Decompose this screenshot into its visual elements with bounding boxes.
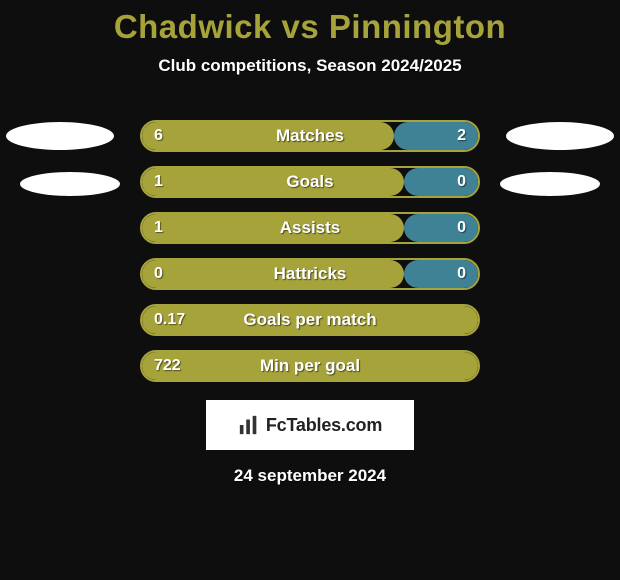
stat-row: 6 2 Matches [140,120,480,152]
bar-fill-left [142,214,404,242]
stat-label: Matches [276,126,344,146]
stat-value-left: 0 [154,265,163,283]
bar-chart-icon [238,414,260,436]
stat-label: Goals [286,172,333,192]
stat-value-right: 0 [457,219,466,237]
decoration-ellipse-right-2 [500,172,600,196]
stat-bars: 6 2 Matches 1 0 Goals 1 0 Assists 0 0 Hattricks 0.17… [140,120,480,382]
decoration-ellipse-left-2 [20,172,120,196]
infographic-container: Chadwick vs Pinnington Club competitions… [0,0,620,486]
stat-row: 1 0 Goals [140,166,480,198]
stat-value-left: 6 [154,127,163,145]
decoration-ellipse-right-1 [506,122,614,150]
stat-label: Min per goal [260,356,360,376]
stat-value-right: 0 [457,173,466,191]
bar-fill-right [404,260,478,288]
stat-value-left: 1 [154,219,163,237]
bar-fill-left [142,168,404,196]
stat-row: 0 0 Hattricks [140,258,480,290]
stats-area: 6 2 Matches 1 0 Goals 1 0 Assists 0 0 Hattricks 0.17… [0,120,620,382]
page-title: Chadwick vs Pinnington [114,8,506,46]
stat-value-left: 1 [154,173,163,191]
brand-text: FcTables.com [266,415,382,436]
bar-fill-right [404,168,478,196]
stat-row: 1 0 Assists [140,212,480,244]
subtitle: Club competitions, Season 2024/2025 [158,56,461,76]
stat-row: 0.17 Goals per match [140,304,480,336]
bar-fill-right [404,214,478,242]
stat-value-right: 0 [457,265,466,283]
stat-label: Assists [280,218,340,238]
bar-fill-left [142,122,394,150]
stat-label: Goals per match [243,310,376,330]
decoration-ellipse-left-1 [6,122,114,150]
stat-value-left: 0.17 [154,311,185,329]
stat-value-left: 722 [154,357,181,375]
date-label: 24 september 2024 [234,466,386,486]
brand-badge: FcTables.com [206,400,414,450]
stat-value-right: 2 [457,127,466,145]
stat-row: 722 Min per goal [140,350,480,382]
stat-label: Hattricks [274,264,347,284]
